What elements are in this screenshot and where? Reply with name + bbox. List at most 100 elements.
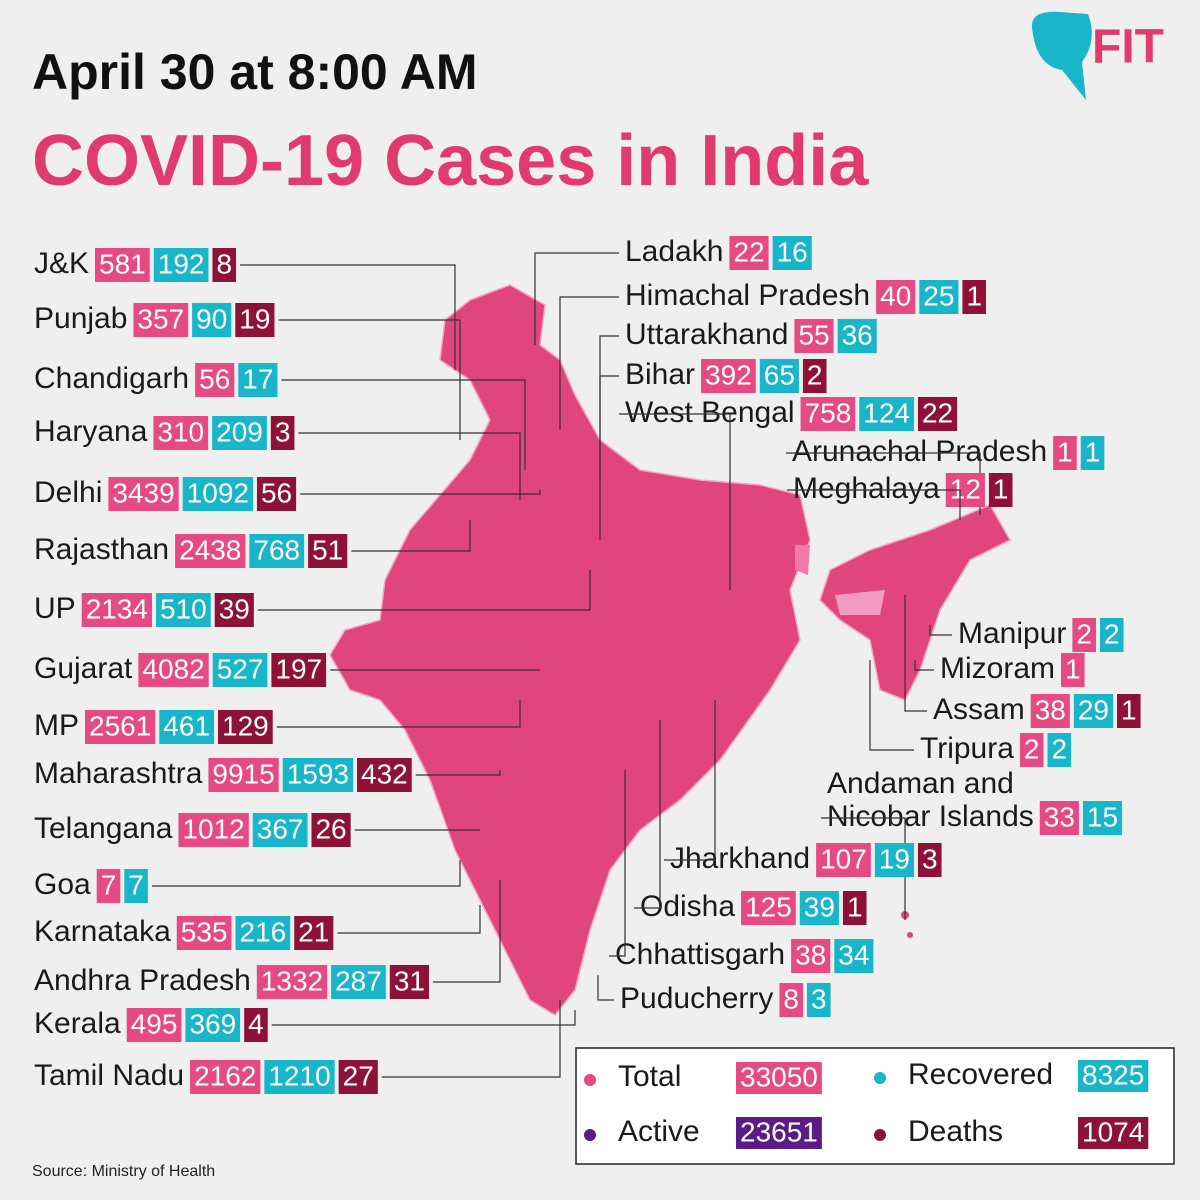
value-box-deaths [988, 473, 1013, 507]
leader-line [281, 379, 526, 470]
value-total: 1 [1057, 436, 1073, 467]
legend-value-box [736, 1062, 822, 1094]
value-total: 758 [805, 397, 852, 428]
value-total: 55 [798, 319, 829, 350]
legend-dot [874, 1129, 886, 1141]
value-box-total [816, 843, 871, 877]
value-box-deaths [218, 710, 273, 744]
value-box-total [791, 939, 831, 973]
value-box-recovered [249, 534, 305, 568]
state-name: J&K [34, 247, 89, 280]
value-total: 2 [1076, 618, 1092, 649]
value-box-total [1030, 694, 1070, 728]
legend-dot [584, 1074, 596, 1086]
value-box-total [85, 710, 156, 744]
value-deaths: 21 [298, 916, 329, 947]
value-recovered: 461 [163, 710, 210, 741]
value-box-total [1072, 618, 1096, 652]
value-box-total [701, 359, 756, 393]
value-recovered: 29 [1078, 694, 1109, 725]
value-box-recovered [799, 891, 839, 925]
value-box-deaths [357, 758, 412, 792]
state-name: Nicobar Islands [827, 800, 1034, 833]
value-recovered: 527 [217, 653, 264, 684]
value-recovered: 369 [189, 1008, 236, 1039]
value-recovered: 768 [253, 534, 300, 565]
value-box-deaths [389, 965, 429, 999]
value-deaths: 129 [222, 710, 269, 741]
value-total: 2134 [86, 593, 148, 624]
value-recovered: 17 [242, 363, 273, 394]
value-box-recovered [807, 983, 831, 1017]
leader-line [869, 660, 914, 751]
state-name: MP [34, 709, 79, 742]
leader-line [929, 625, 952, 636]
value-box-deaths [917, 843, 942, 877]
value-box-total [153, 416, 209, 450]
value-recovered: 192 [158, 248, 205, 279]
value-box-total [178, 813, 249, 847]
state-name: Odisha [640, 890, 735, 923]
logo-bubble [1031, 11, 1092, 100]
value-total: 22 [733, 236, 764, 267]
value-box-total [876, 280, 916, 314]
value-box-total [176, 916, 232, 950]
state-name: Goa [34, 868, 91, 901]
leader-line [337, 905, 481, 934]
leader-line [415, 770, 501, 776]
value-total: 38 [1035, 694, 1066, 725]
leader-line [278, 319, 461, 440]
leader-line [599, 375, 619, 540]
value-box-recovered [1082, 801, 1123, 835]
value-box-deaths [962, 280, 987, 314]
logo: FIT [1092, 21, 1164, 74]
value-box-deaths [244, 1008, 268, 1042]
legend-value-box [1078, 1117, 1149, 1149]
leader-line [276, 700, 521, 728]
legend-value-box [736, 1117, 822, 1149]
value-deaths: 1 [847, 891, 863, 922]
value-deaths: 2 [807, 359, 823, 390]
legend-value-box [1078, 1060, 1149, 1092]
value-deaths: 31 [394, 965, 425, 996]
value-deaths: 3 [275, 416, 291, 447]
legend-label: Total [618, 1060, 681, 1093]
value-deaths: 56 [261, 477, 292, 508]
value-box-recovered [264, 1060, 335, 1094]
value-total: 2561 [89, 710, 151, 741]
value-box-recovered [1073, 694, 1113, 728]
value-box-total [190, 1060, 261, 1094]
value-box-deaths [270, 416, 295, 450]
state-name: Mizoram [940, 652, 1055, 685]
value-recovered: 1092 [187, 477, 249, 508]
state-name: Tripura [920, 732, 1014, 765]
value-recovered: 36 [842, 319, 873, 350]
value-total: 12 [950, 473, 981, 504]
value-box-total [779, 983, 803, 1017]
state-name: Punjab [34, 302, 127, 335]
state-name: West Bengal [625, 396, 795, 429]
value-recovered: 124 [863, 397, 910, 428]
value-total: 7 [101, 869, 117, 900]
title: COVID-19 Cases in India [32, 121, 869, 201]
value-deaths: 432 [361, 758, 408, 789]
leader-line [381, 1000, 561, 1078]
value-deaths: 51 [312, 534, 343, 565]
value-deaths: 1 [966, 280, 982, 311]
value-box-recovered [331, 965, 386, 999]
value-box-recovered [182, 477, 253, 511]
value-deaths: 1 [993, 473, 1009, 504]
value-box-recovered [859, 397, 914, 431]
value-box-total [195, 363, 235, 397]
leader-line [914, 660, 934, 671]
value-total: 392 [705, 359, 752, 390]
value-box-recovered [124, 869, 148, 903]
value-box-deaths [256, 477, 297, 511]
value-box-total [95, 248, 150, 282]
leader-line [432, 880, 501, 983]
value-box-total [1019, 733, 1044, 767]
legend-value: 1074 [1082, 1116, 1144, 1147]
leader-line [597, 975, 614, 1001]
value-total: 2 [1024, 733, 1040, 764]
state-name: Assam [933, 693, 1025, 726]
